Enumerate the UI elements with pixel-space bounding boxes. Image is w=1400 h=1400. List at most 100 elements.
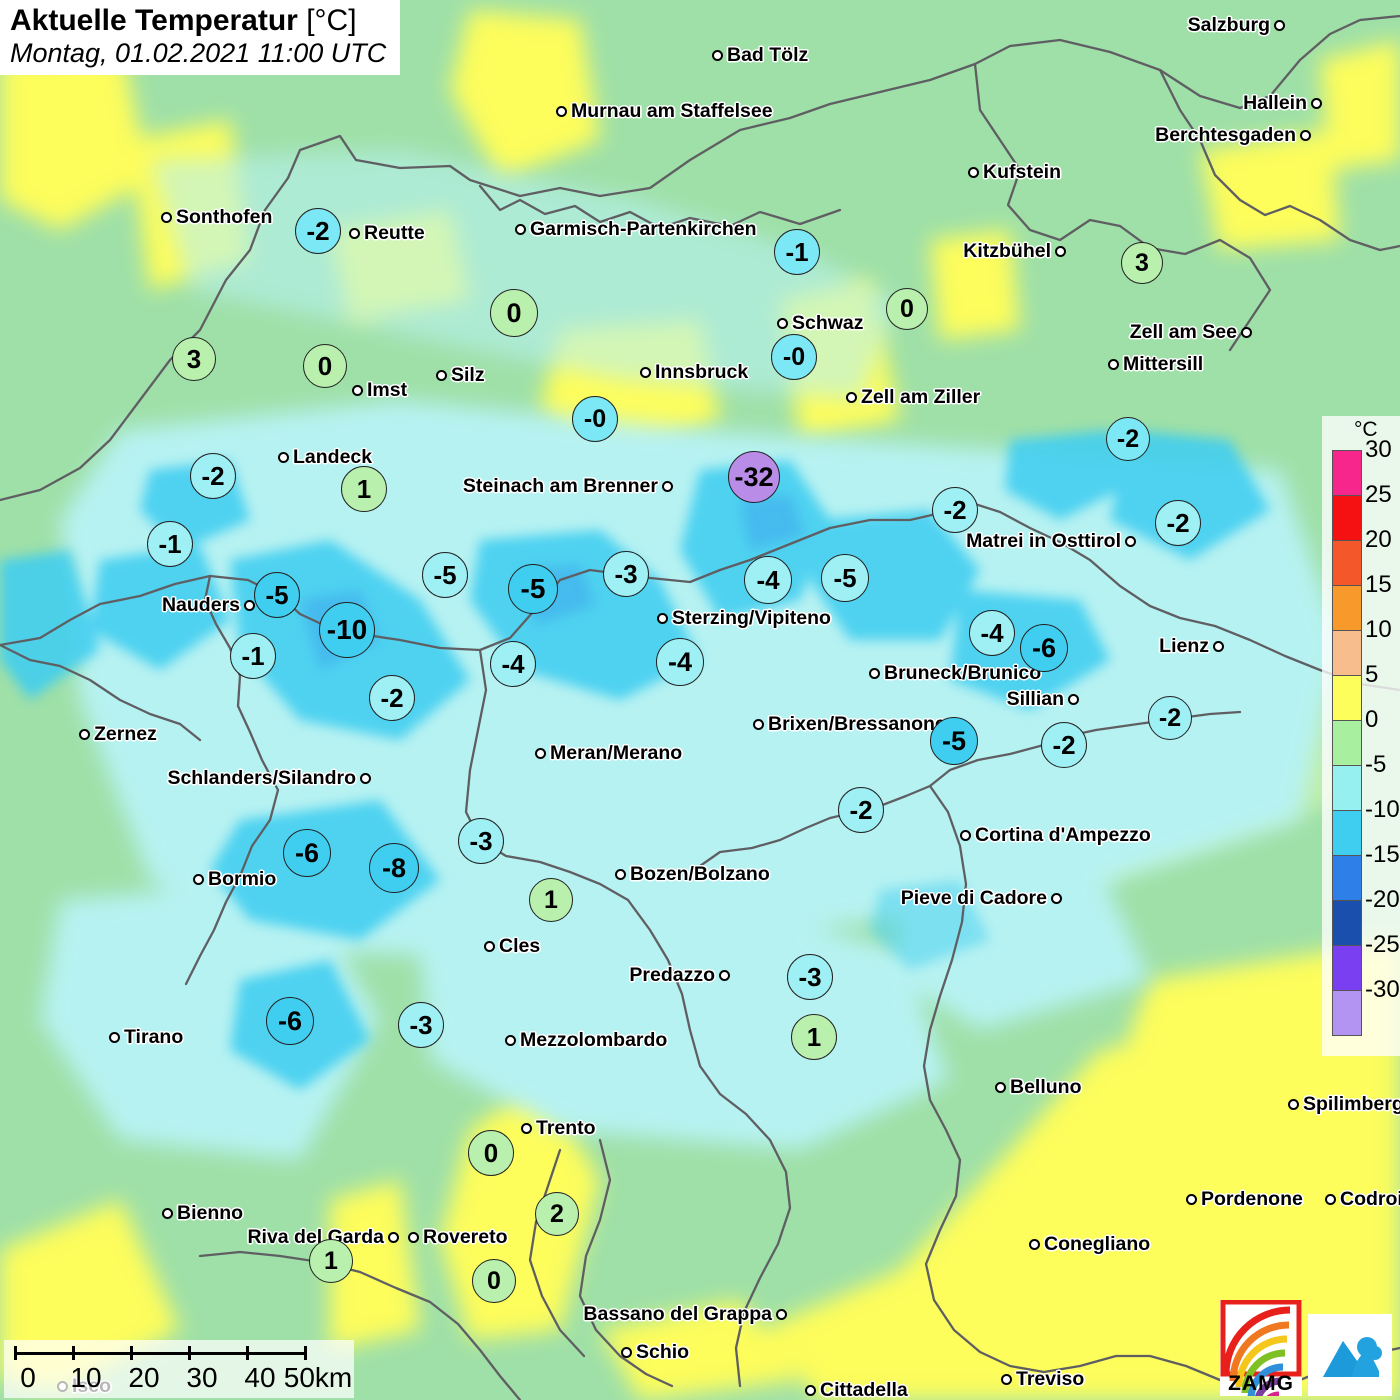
city-name: Zell am Ziller (861, 386, 981, 408)
station-marker[interactable]: 1 (309, 1239, 353, 1283)
station-marker[interactable]: -2 (369, 675, 415, 721)
station-marker[interactable]: 1 (791, 1014, 837, 1060)
city-name: Bozen/Bolzano (630, 863, 770, 885)
station-marker[interactable]: 0 (303, 344, 347, 388)
station-marker[interactable]: -3 (398, 1002, 444, 1048)
station-marker[interactable]: -2 (1106, 417, 1150, 461)
station-marker[interactable]: -2 (1041, 722, 1087, 768)
station-marker[interactable]: -8 (369, 843, 419, 893)
city-label: Codroipo (1325, 1188, 1400, 1211)
city-dot-icon (1186, 1194, 1197, 1205)
city-name: Cles (499, 935, 541, 957)
legend-tick-label: 5 (1365, 661, 1379, 688)
station-marker[interactable]: -4 (490, 641, 536, 687)
station-marker[interactable]: -1 (230, 633, 276, 679)
city-dot-icon (109, 1032, 120, 1043)
station-marker[interactable]: -3 (787, 954, 833, 1000)
city-dot-icon (1311, 98, 1322, 109)
legend-tick-label: 30 (1365, 436, 1392, 463)
station-marker[interactable]: -1 (774, 229, 820, 275)
city-name: Brixen/Bressanone (768, 713, 946, 735)
city-label: Bozen/Bolzano (615, 863, 770, 886)
city-dot-icon (1125, 536, 1136, 547)
station-marker[interactable]: 3 (1121, 242, 1163, 284)
station-marker[interactable]: -6 (266, 997, 314, 1045)
station-marker[interactable]: 0 (490, 289, 538, 337)
station-marker[interactable]: -6 (283, 829, 331, 877)
station-marker[interactable]: -4 (656, 638, 704, 686)
station-marker[interactable]: -2 (190, 453, 236, 499)
station-marker[interactable]: -5 (821, 554, 869, 602)
city-label: Cittadella (805, 1379, 908, 1400)
city-dot-icon (1213, 641, 1224, 652)
station-marker[interactable]: -5 (508, 564, 558, 614)
station-marker[interactable]: 0 (472, 1259, 516, 1303)
city-dot-icon (484, 941, 495, 952)
city-dot-icon (408, 1232, 419, 1243)
city-name: Bassano del Grappa (583, 1303, 772, 1325)
station-marker[interactable]: 1 (341, 466, 387, 512)
city-label: Schwaz (777, 312, 864, 335)
station-marker[interactable]: 3 (172, 337, 216, 381)
city-name: Cortina d'Ampezzo (975, 824, 1151, 846)
station-marker[interactable]: -5 (930, 717, 978, 765)
station-marker[interactable]: -3 (603, 551, 649, 597)
city-label: Cortina d'Ampezzo (960, 824, 1151, 847)
station-marker[interactable]: -5 (254, 572, 300, 618)
city-name: Berchtesgaden (1155, 124, 1296, 146)
city-label: Zell am Ziller (846, 386, 980, 409)
station-marker[interactable]: -0 (771, 334, 817, 380)
station-marker[interactable]: -2 (932, 487, 978, 533)
city-dot-icon (640, 367, 651, 378)
city-name: Cittadella (820, 1379, 908, 1400)
station-marker[interactable]: -2 (295, 208, 341, 254)
legend-color-strip: 30 25 20 15 10 5 0 -5 -10 -15 -20 -25 -30 (1332, 436, 1400, 1036)
city-name: Sterzing/Vipiteno (672, 607, 831, 629)
legend-band: 25 (1333, 481, 1392, 541)
station-marker[interactable]: 2 (535, 1192, 579, 1236)
station-marker[interactable]: -5 (422, 552, 468, 598)
station-marker[interactable]: -1 (147, 521, 193, 567)
city-name: Bienno (177, 1202, 244, 1224)
city-name: Sonthofen (176, 206, 273, 228)
station-marker[interactable]: 0 (468, 1130, 514, 1176)
station-marker[interactable]: -0 (572, 396, 618, 442)
city-label: Mittersill (1108, 353, 1203, 376)
city-name: Spilimbergo (1303, 1093, 1400, 1115)
city-dot-icon (1300, 130, 1311, 141)
station-marker[interactable]: -10 (319, 602, 375, 658)
city-name: Silz (451, 364, 485, 386)
city-label: Schio (621, 1341, 689, 1364)
station-marker[interactable]: -2 (838, 787, 884, 833)
title-unit: [°C] (306, 4, 357, 37)
station-marker[interactable]: 1 (529, 878, 573, 922)
station-marker[interactable]: -6 (1020, 624, 1068, 672)
city-label: Bienno (162, 1202, 243, 1225)
station-marker[interactable]: -2 (1155, 500, 1201, 546)
station-marker[interactable]: 0 (886, 288, 928, 330)
city-dot-icon (1001, 1374, 1012, 1385)
city-name: Garmisch-Partenkirchen (530, 218, 757, 240)
city-label: Treviso (1001, 1368, 1084, 1391)
city-dot-icon (846, 392, 857, 403)
city-dot-icon (869, 668, 880, 679)
city-label: Bruneck/Brunico (869, 662, 1041, 685)
city-label: Schlanders/Silandro (167, 767, 371, 790)
station-marker[interactable]: -4 (744, 556, 792, 604)
city-name: Sillian (1006, 688, 1064, 710)
legend-colorbar: °C 30 25 20 15 10 5 0 -5 -10 -15 -20 -25 -30 (1322, 416, 1400, 1056)
legend-band: -15 (1333, 841, 1400, 901)
city-name: Kufstein (983, 161, 1061, 183)
city-name: Bad Tölz (727, 44, 809, 66)
city-label: Sterzing/Vipiteno (657, 607, 831, 630)
city-name: Rovereto (423, 1226, 508, 1248)
city-label: Silz (436, 364, 485, 387)
station-marker[interactable]: -4 (969, 610, 1015, 656)
city-dot-icon (193, 874, 204, 885)
city-dot-icon (556, 106, 567, 117)
station-marker[interactable]: -32 (728, 451, 780, 503)
city-name: Innsbruck (655, 361, 749, 383)
station-marker[interactable]: -3 (458, 818, 504, 864)
station-marker[interactable]: -2 (1148, 696, 1192, 740)
